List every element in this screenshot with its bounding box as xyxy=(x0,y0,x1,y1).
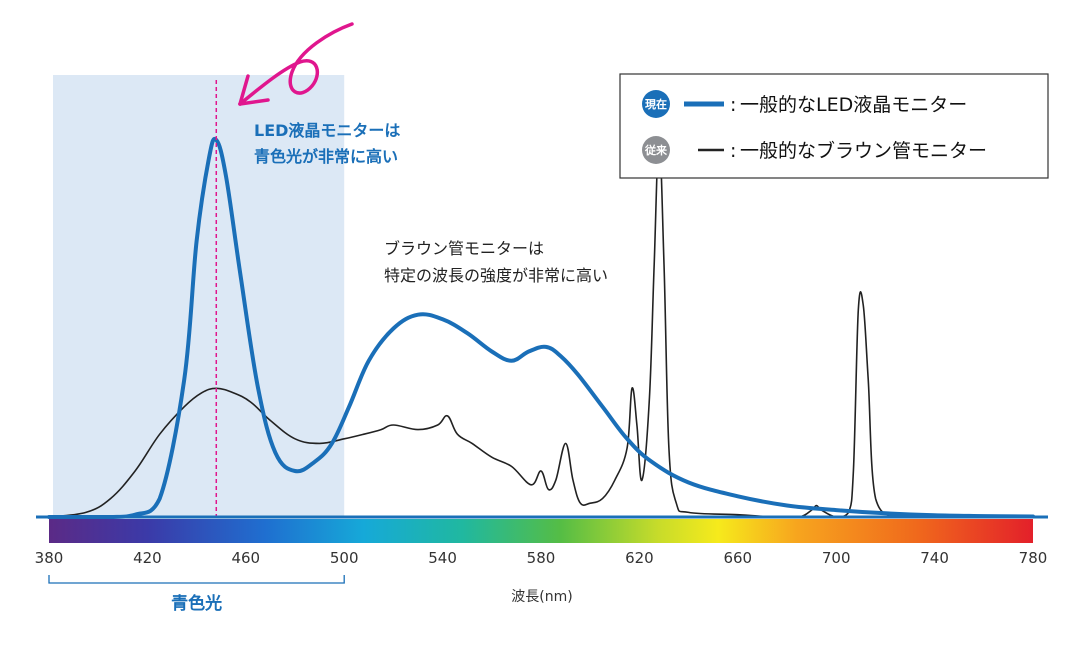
legend-frame xyxy=(619,73,1049,179)
x-tick-label: 580 xyxy=(527,549,556,567)
legend-label-crt: 一般的なブラウン管モニター xyxy=(740,139,987,162)
blue-light-band xyxy=(53,75,345,517)
x-tick-label: 740 xyxy=(920,549,949,567)
x-axis-ticks: 380 420 460 500 540 580 620 660 700 740 780 xyxy=(35,549,1048,567)
x-tick-label: 500 xyxy=(330,549,359,567)
annotation-crt-line1: ブラウン管モニターは xyxy=(384,239,544,258)
legend-colon-led: : xyxy=(730,94,736,116)
x-tick-label: 540 xyxy=(428,549,457,567)
series-line-led xyxy=(47,136,1035,519)
legend-colon-crt: : xyxy=(730,140,736,162)
legend-badge-current xyxy=(642,90,670,118)
legend-label-led: 一般的なLED液晶モニター xyxy=(740,94,967,116)
blue-light-label: 青色光 xyxy=(171,593,222,614)
annotation-led-line1: LED液晶モニターは xyxy=(254,121,400,140)
x-tick-label: 620 xyxy=(625,549,654,567)
x-tick-label: 660 xyxy=(723,549,752,567)
legend-badge-former xyxy=(642,136,670,164)
legend-badge-current-text: 現在 xyxy=(645,97,667,111)
x-tick-label: 380 xyxy=(35,549,64,567)
x-tick-label: 780 xyxy=(1019,549,1048,567)
annotation-crt-line2: 特定の波長の強度が非常に高い xyxy=(384,266,608,285)
legend-badge-former-text: 従来 xyxy=(644,143,668,157)
pointer-arrow-icon xyxy=(238,22,354,106)
series-line-crt xyxy=(48,139,1033,518)
x-tick-label: 460 xyxy=(231,549,260,567)
blue-light-bracket xyxy=(48,575,345,584)
legend: 現在 : 一般的なLED液晶モニター 従来 : 一般的なブラウン管モニター xyxy=(619,73,1049,179)
spectrum-color-bar xyxy=(49,519,1033,543)
x-tick-label: 420 xyxy=(133,549,162,567)
x-axis-label: 波長(nm) xyxy=(511,589,572,605)
x-tick-label: 700 xyxy=(822,549,851,567)
annotation-led-line2: 青色光が非常に高い xyxy=(254,147,398,166)
